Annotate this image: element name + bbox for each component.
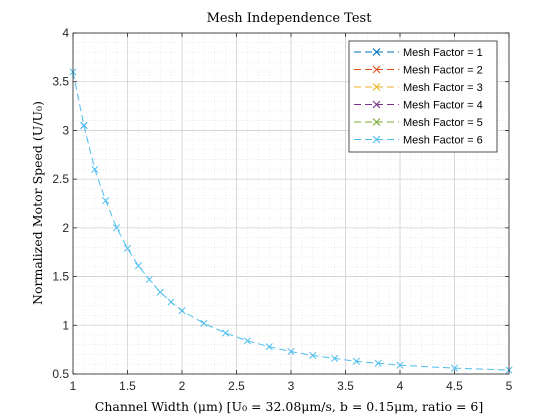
y-tick-label: 2	[62, 221, 69, 235]
y-tick-label: 4	[62, 26, 69, 40]
legend-label: Mesh Factor = 1	[403, 47, 483, 59]
y-tick-label: 3	[62, 123, 69, 137]
y-tick-label: 3.5	[52, 75, 69, 89]
data-point	[135, 263, 141, 269]
y-tick-label: 1	[62, 318, 69, 332]
legend-label: Mesh Factor = 3	[403, 82, 483, 94]
x-tick-label: 1	[70, 379, 77, 393]
x-tick-label: 4.5	[446, 379, 463, 393]
y-tick-label: 0.5	[52, 367, 69, 381]
y-tick-label: 1.5	[52, 270, 69, 284]
x-tick-label: 1.5	[119, 379, 136, 393]
x-tick-label: 3.5	[337, 379, 354, 393]
legend-label: Mesh Factor = 4	[403, 100, 483, 112]
y-tick-label: 2.5	[52, 172, 69, 186]
x-tick-label: 2.5	[228, 379, 245, 393]
x-tick-label: 3	[288, 379, 295, 393]
legend: Mesh Factor = 1 Mesh Factor = 2 Mesh Facto…	[349, 41, 497, 152]
legend-label: Mesh Factor = 6	[403, 135, 483, 147]
y-axis-label: Normalized Motor Speed (U/U₀)	[30, 101, 45, 305]
x-tick-label: 5	[506, 379, 513, 393]
legend-label: Mesh Factor = 2	[403, 65, 483, 77]
chart-title: Mesh Independence Test	[207, 11, 373, 26]
data-point	[244, 338, 250, 344]
x-axis-label: Channel Width (μm) [U₀ = 32.08μm/s, b = …	[95, 399, 484, 414]
x-tick-label: 2	[179, 379, 186, 393]
data-point	[146, 276, 152, 282]
data-point	[168, 299, 174, 305]
legend-label: Mesh Factor = 5	[403, 117, 483, 129]
x-tick-label: 4	[397, 379, 404, 393]
